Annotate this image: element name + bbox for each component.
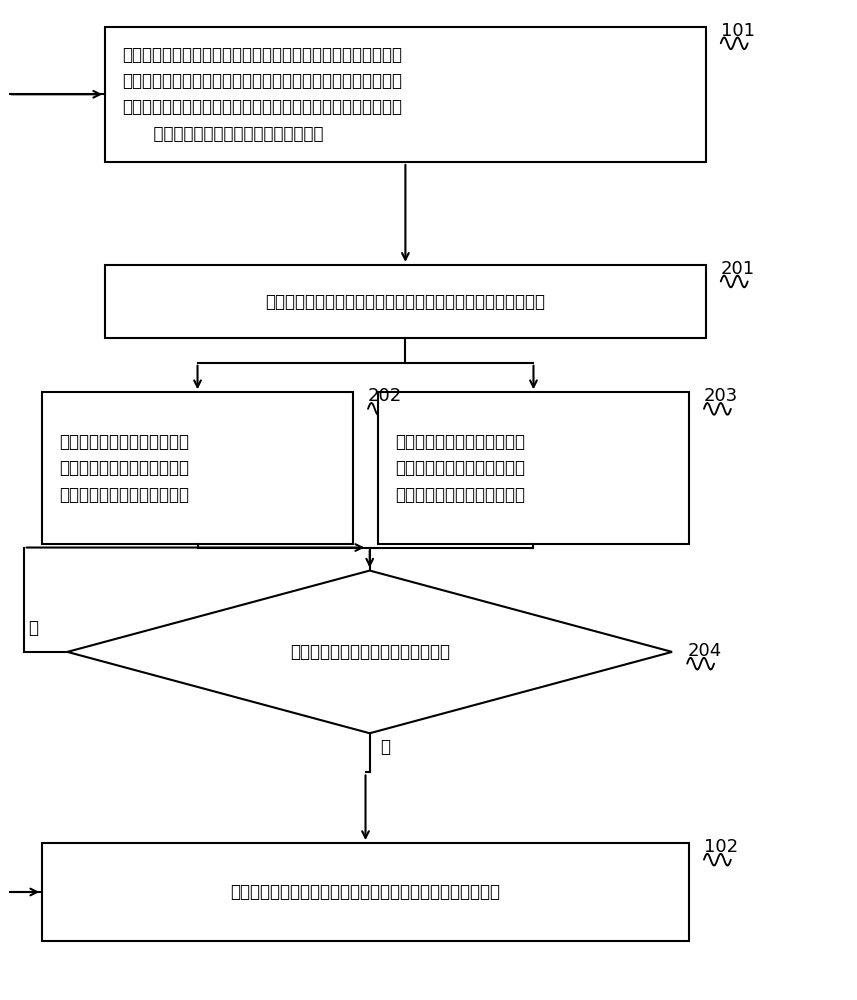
Text: 在累加过程中，如果检测到车辆处于非稳定行驶状态，停止累加: 在累加过程中，如果检测到车辆处于非稳定行驶状态，停止累加 — [266, 293, 545, 311]
Text: 202: 202 — [368, 387, 402, 405]
Polygon shape — [68, 571, 672, 733]
Text: 根据第一累加值和第二累加值，确定是否存在胎压异常的车轮: 根据第一累加值和第二累加值，确定是否存在胎压异常的车轮 — [231, 883, 500, 901]
Text: 在车辆处于稳定行驶状态时，分别对由安装在第一车轮上的第一
轮速传感器产生的脉冲信号数和由安装在第二车轮上的第二轮速
传感器产生的脉冲信号数进行累加，得到与第一车: 在车辆处于稳定行驶状态时，分别对由安装在第一车轮上的第一 轮速传感器产生的脉冲信… — [122, 46, 402, 143]
Text: 将第二轮速传感器在当前时刻
之前的预设时段内所产生的脉
冲信号数从第二累加值内删除: 将第二轮速传感器在当前时刻 之前的预设时段内所产生的脉 冲信号数从第二累加值内删… — [395, 433, 524, 504]
FancyBboxPatch shape — [42, 843, 689, 941]
FancyBboxPatch shape — [42, 392, 353, 544]
FancyBboxPatch shape — [105, 265, 705, 338]
FancyBboxPatch shape — [378, 392, 689, 544]
Text: 201: 201 — [721, 260, 755, 278]
Text: 检测车辆是否被切换到稳定行驶状态: 检测车辆是否被切换到稳定行驶状态 — [290, 643, 450, 661]
Text: 203: 203 — [704, 387, 738, 405]
Text: 102: 102 — [704, 838, 738, 856]
Text: 204: 204 — [687, 642, 722, 660]
Text: 是: 是 — [28, 619, 38, 637]
Text: 否: 否 — [380, 738, 390, 756]
Text: 101: 101 — [721, 22, 755, 40]
Text: 将第一轮速传感器在当前时刻
之前的预设时段内所产生的脉
冲信号数从第一累加值内删除: 将第一轮速传感器在当前时刻 之前的预设时段内所产生的脉 冲信号数从第一累加值内删… — [59, 433, 189, 504]
FancyBboxPatch shape — [105, 27, 705, 162]
